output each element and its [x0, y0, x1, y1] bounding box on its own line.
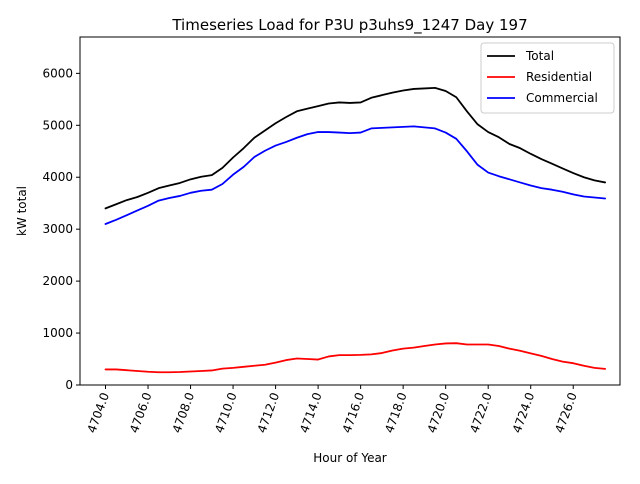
- y-axis: 0 1000 2000 3000 4000 5000 6000: [42, 66, 80, 392]
- legend: Total Residential Commercial: [480, 42, 615, 114]
- series-line-residential: [104, 342, 607, 374]
- y-tick-label: 0: [65, 378, 73, 392]
- y-tick-label: 5000: [42, 118, 73, 132]
- legend-label-commercial: Commercial: [526, 91, 598, 105]
- series-layer: [104, 87, 607, 374]
- legend-box: [480, 42, 615, 114]
- plot-frame: [79, 36, 621, 386]
- chart-title: Timeseries Load for P3U p3uhs9_1247 Day …: [171, 16, 527, 35]
- legend-label-residential: Residential: [526, 70, 592, 84]
- legend-label-total: Total: [525, 49, 554, 63]
- series-line-commercial: [104, 125, 607, 225]
- y-tick-label: 6000: [42, 66, 73, 80]
- y-tick-label: 3000: [42, 222, 73, 236]
- y-tick-label: 1000: [42, 326, 73, 340]
- y-tick-label: 4000: [42, 170, 73, 184]
- y-axis-label: kW total: [15, 186, 29, 236]
- y-tick-label: 2000: [42, 274, 73, 288]
- x-axis-label: Hour of Year: [313, 451, 387, 465]
- series-line-total: [104, 87, 607, 210]
